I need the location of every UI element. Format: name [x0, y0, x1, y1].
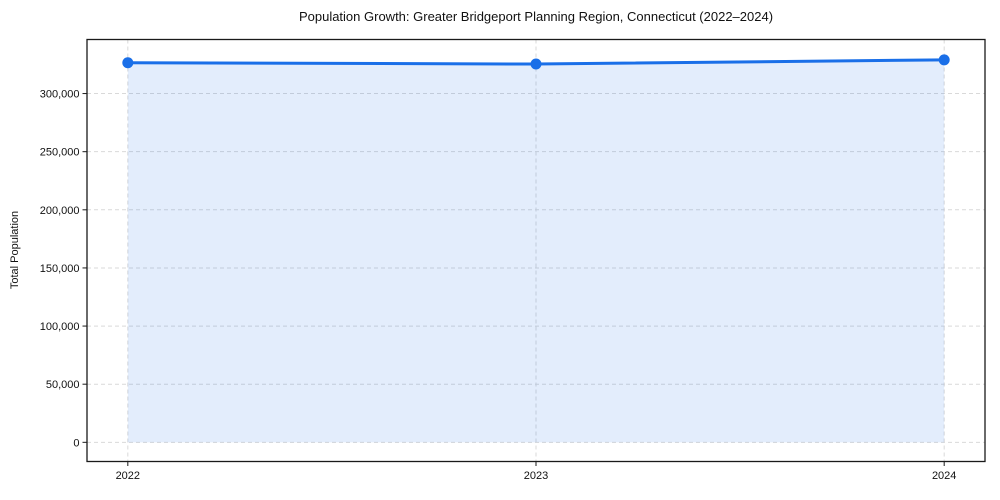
y-tick-label: 0 — [73, 437, 79, 449]
area-fill — [127, 59, 945, 443]
data-point — [122, 57, 134, 69]
area-fill-shape — [127, 59, 945, 443]
y-axis-label: Total Population — [9, 211, 21, 289]
chart-title: Population Growth: Greater Bridgeport Pl… — [299, 9, 773, 24]
plot-area: 0 50,000 100,000 150,000 200,000 250,000 300,0… — [40, 38, 986, 482]
axis-ticks — [82, 93, 945, 466]
x-tick-label: 2024 — [932, 470, 956, 482]
x-tick-label: 2023 — [524, 470, 548, 482]
data-points — [122, 54, 950, 70]
y-tick-label: 250,000 — [40, 147, 80, 159]
data-point — [938, 54, 950, 66]
y-tick-label: 200,000 — [40, 205, 80, 217]
tick-labels: 0 50,000 100,000 150,000 200,000 250,000 300,0… — [40, 89, 957, 482]
y-tick-label: 150,000 — [40, 263, 80, 275]
y-tick-label: 300,000 — [40, 89, 80, 101]
y-tick-label: 50,000 — [46, 379, 80, 391]
y-tick-label: 100,000 — [40, 321, 80, 333]
data-point — [530, 58, 542, 70]
x-tick-label: 2022 — [116, 470, 140, 482]
gridlines — [87, 39, 985, 462]
